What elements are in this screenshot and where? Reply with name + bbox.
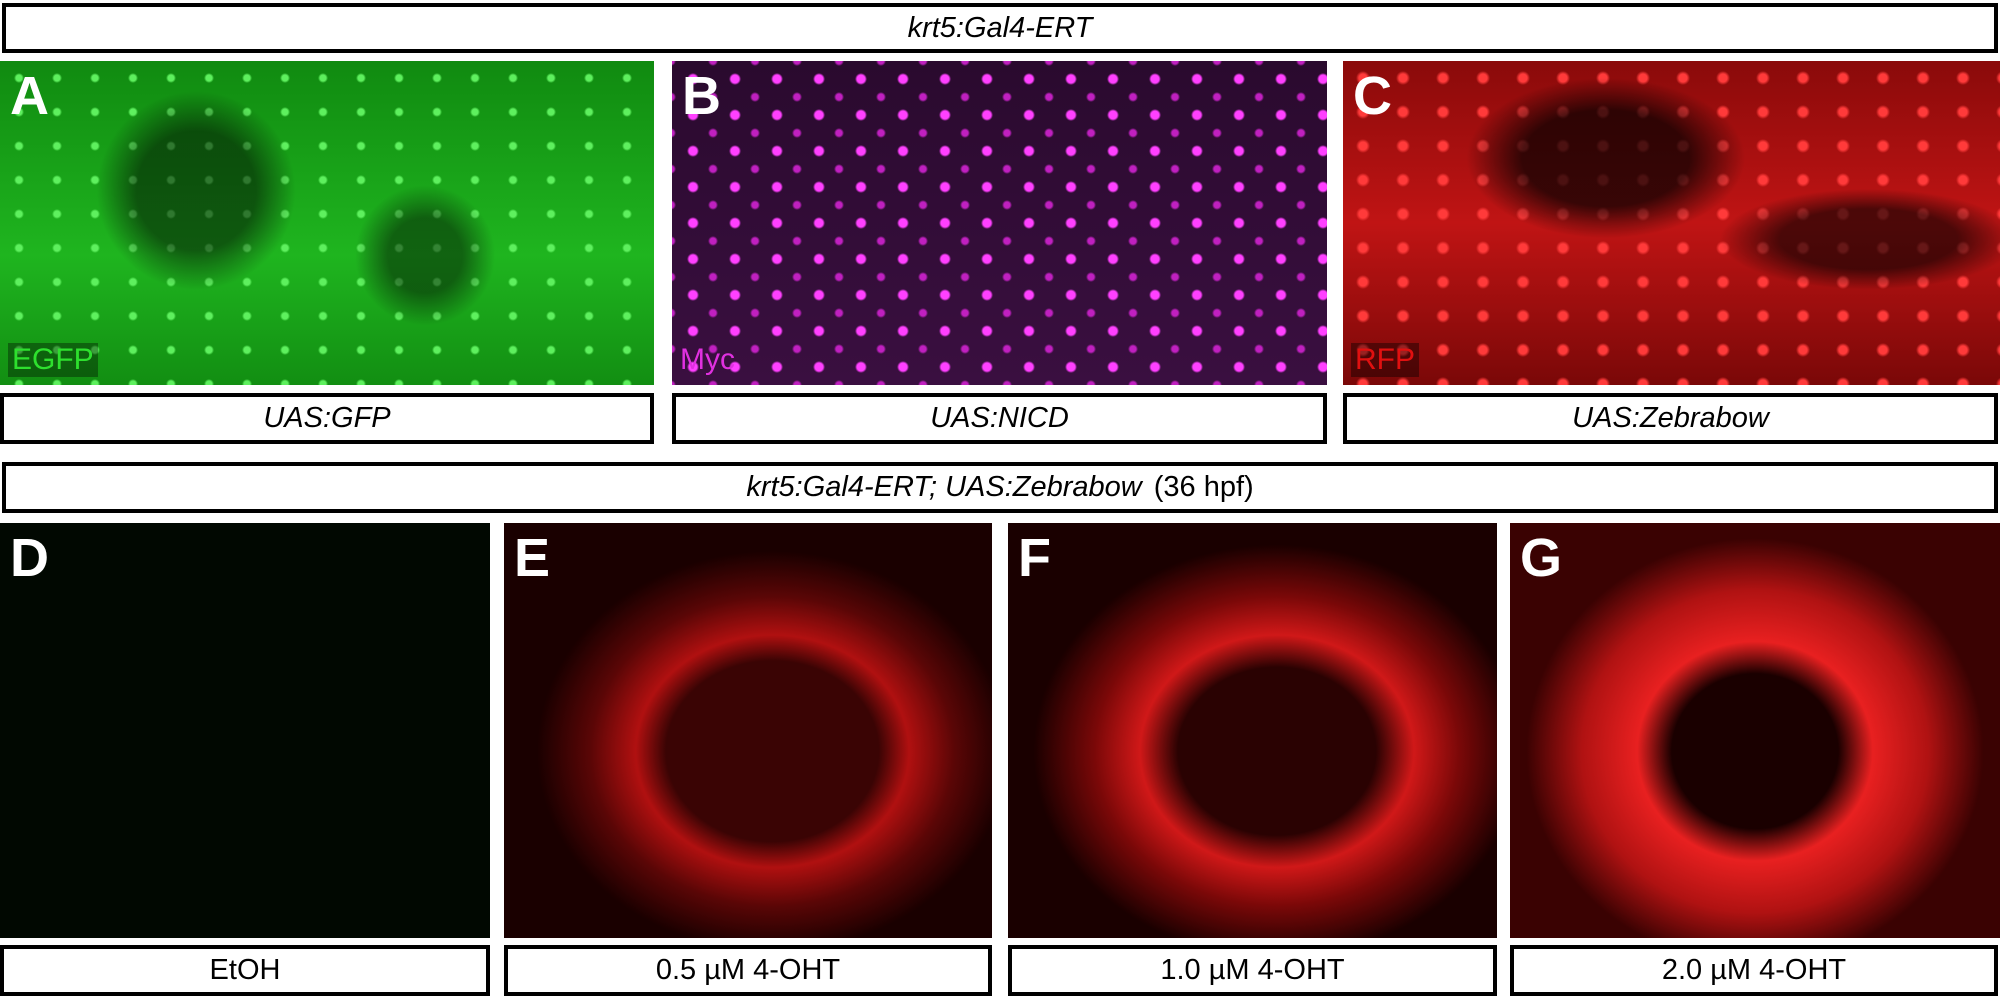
panel-letter: C [1353,66,1392,126]
micrograph: E [504,523,992,938]
panel-label: UAS:NICD [672,393,1327,444]
panel-letter: B [682,66,721,126]
header-top: krt5:Gal4-ERT [2,3,1998,53]
genotype: krt5:Gal4-ERT; UAS:Zebrabow [746,471,1142,503]
channel-label: Myc [680,343,735,376]
micrograph: A EGFP [0,61,654,385]
header-bottom: krt5:Gal4-ERT; UAS:Zebrabow (36 hpf) [2,462,1998,513]
panel-label: UAS:Zebrabow [1343,393,1998,444]
micrograph: D [0,523,490,938]
panel-letter: A [10,66,49,126]
panel-label: UAS:GFP [0,393,654,444]
panel-label: EtOH [0,945,490,996]
panel-letter: D [10,528,49,588]
panel-label: 1.0 µM 4-OHT [1008,945,1497,996]
micrograph: B Myc [672,61,1327,385]
panel-letter: F [1018,528,1051,588]
micrograph: G [1510,523,2000,938]
panel-letter: E [514,528,551,588]
stage: (36 hpf) [1153,471,1254,503]
panel-label: 2.0 µM 4-OHT [1510,945,1998,996]
panel-letter: G [1520,528,1563,588]
channel-label: RFP [1351,343,1419,377]
panel-label: 0.5 µM 4-OHT [504,945,992,996]
channel-label: EGFP [8,343,98,377]
micrograph: F [1008,523,1497,938]
micrograph: C RFP [1343,61,2000,385]
